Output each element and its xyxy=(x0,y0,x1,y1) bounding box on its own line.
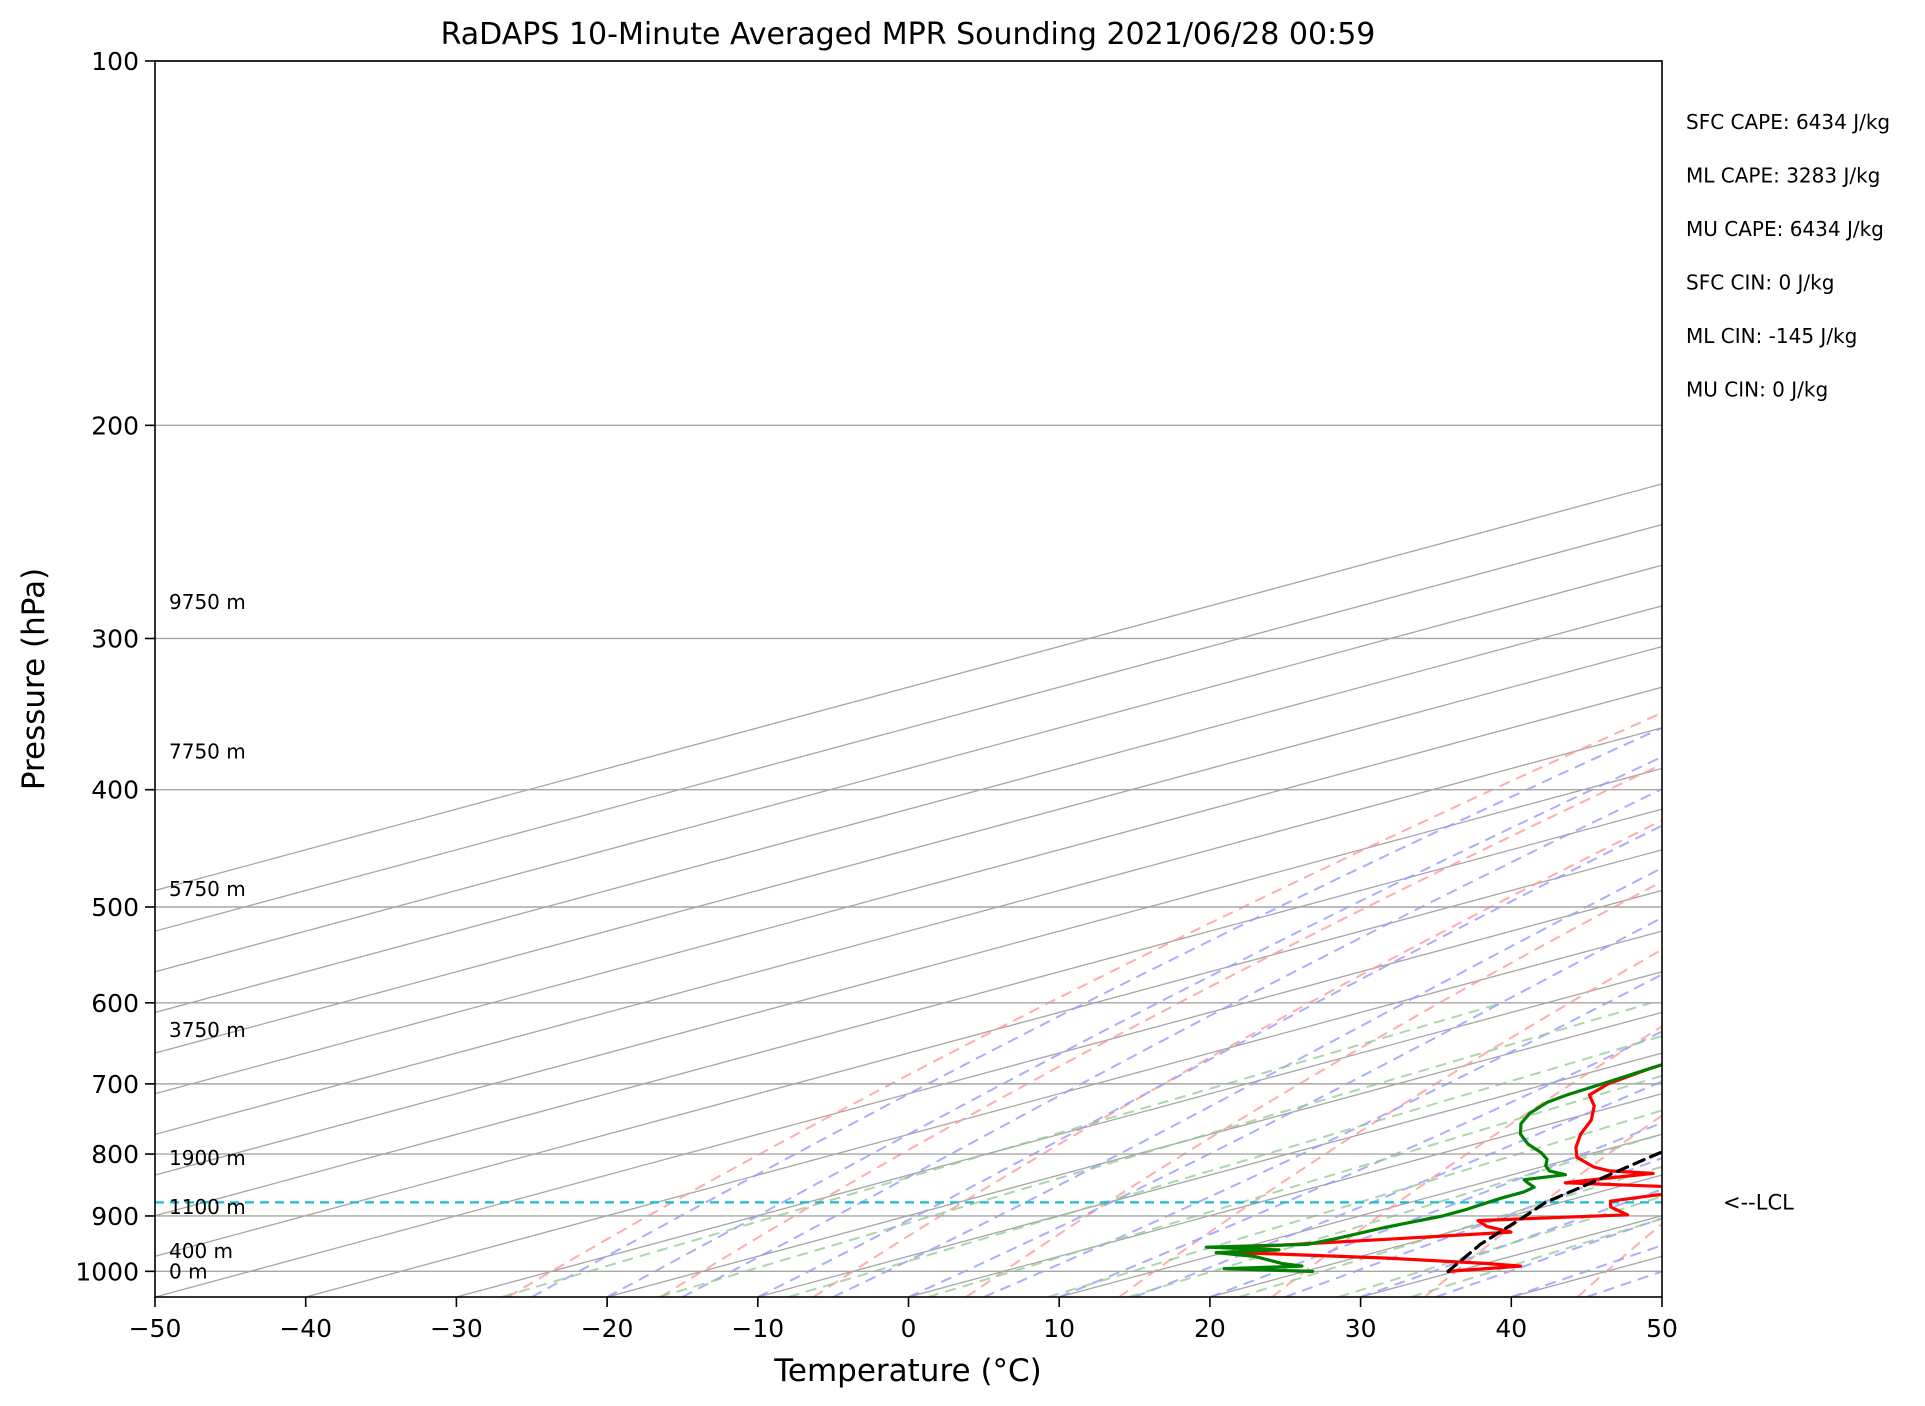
sounding-index: MU CAPE: 6434 J/kg xyxy=(1686,217,1884,241)
mixing-ratio-line xyxy=(1410,1217,1662,1297)
moist-adiabat xyxy=(1058,1030,1662,1297)
moist-adiabat xyxy=(908,916,1662,1297)
height-label: 7750 m xyxy=(169,740,246,764)
sounding-indices: SFC CAPE: 6434 J/kg ML CAPE: 3283 J/kg MU … xyxy=(1686,110,1890,402)
moist-adiabat xyxy=(531,726,1662,1297)
moist-adiabat xyxy=(1360,1188,1662,1297)
moist-adiabat xyxy=(1209,1121,1662,1297)
mixing-ratio-line xyxy=(927,1074,1662,1297)
sounding-index: ML CAPE: 3283 J/kg xyxy=(1686,164,1880,188)
y-tick-label: 300 xyxy=(91,624,139,653)
isotherm xyxy=(155,483,1662,892)
sounding-profiles xyxy=(1204,1063,1662,1273)
dry-adiabat xyxy=(1118,948,1662,1297)
x-tick-label: −30 xyxy=(430,1314,483,1343)
isotherm xyxy=(155,849,1662,1258)
x-tick-label: 10 xyxy=(1043,1314,1075,1343)
isotherm xyxy=(757,1052,1662,1297)
mixing-ratio-line xyxy=(788,1035,1662,1297)
x-tick-label: 50 xyxy=(1646,1314,1678,1343)
height-label: 3750 m xyxy=(169,1018,246,1042)
moist-adiabat xyxy=(757,824,1662,1297)
isotherm xyxy=(456,971,1662,1297)
mixing-ratio-line xyxy=(1047,1109,1662,1297)
y-tick-label: 400 xyxy=(91,776,139,805)
isotherm xyxy=(155,727,1662,1136)
moist-adiabat xyxy=(606,755,1662,1297)
lcl-label: <--LCL xyxy=(1723,1190,1794,1214)
y-tick-label: 800 xyxy=(91,1140,139,1169)
sounding-index: SFC CIN: 0 J/kg xyxy=(1686,271,1834,295)
height-label: 5750 m xyxy=(169,877,246,901)
x-axis-label: Temperature (°C) xyxy=(773,1353,1042,1389)
dewpoint-profile xyxy=(1204,1063,1662,1273)
sounding-index: MU CIN: 0 J/kg xyxy=(1686,378,1828,402)
temperature-profile xyxy=(1237,1063,1662,1273)
isotherm xyxy=(155,523,1662,932)
x-tick-label: −10 xyxy=(731,1314,784,1343)
mixing-ratio-line xyxy=(658,1001,1652,1297)
sounding-index: ML CIN: -145 J/kg xyxy=(1686,324,1857,348)
x-tick-label: 40 xyxy=(1495,1314,1527,1343)
x-tick-label: −40 xyxy=(279,1314,332,1343)
height-label: 1900 m xyxy=(169,1146,246,1170)
x-tick-label: 20 xyxy=(1194,1314,1226,1343)
y-tick-label: 900 xyxy=(91,1202,139,1231)
x-tick-label: −20 xyxy=(581,1314,634,1343)
x-axis-ticks: −50 −40 −30 −20 −10 0 10 20 30 40 50 xyxy=(129,1297,1678,1343)
x-tick-label: 30 xyxy=(1345,1314,1377,1343)
height-label: 400 m xyxy=(169,1239,233,1263)
height-label: 0 m xyxy=(169,1259,208,1283)
isotherm xyxy=(606,1011,1662,1297)
moist-adiabat xyxy=(681,788,1662,1297)
y-tick-label: 1000 xyxy=(75,1257,139,1286)
y-axis-ticks: 100 200 300 400 500 600 700 800 900 1000 xyxy=(75,47,155,1286)
dry-adiabat xyxy=(660,763,1662,1297)
isotherm xyxy=(155,564,1662,973)
background-reference-lines xyxy=(155,483,1662,1297)
y-tick-label: 600 xyxy=(91,989,139,1018)
isotherm xyxy=(155,808,1662,1217)
y-tick-label: 500 xyxy=(91,893,139,922)
x-tick-label: 0 xyxy=(901,1314,917,1343)
moist-adiabat xyxy=(832,866,1662,1297)
isotherm xyxy=(155,767,1662,1176)
dry-adiabat xyxy=(507,711,1662,1297)
height-label: 1100 m xyxy=(169,1195,246,1219)
y-tick-label: 100 xyxy=(91,47,139,76)
sounding-index: SFC CAPE: 6434 J/kg xyxy=(1686,110,1890,134)
chart-title: RaDAPS 10-Minute Averaged MPR Sounding 2… xyxy=(441,17,1376,52)
isotherm xyxy=(155,605,1662,1014)
x-tick-label: −50 xyxy=(129,1314,182,1343)
y-tick-label: 700 xyxy=(91,1070,139,1099)
y-tick-label: 200 xyxy=(91,411,139,440)
isotherm xyxy=(155,686,1662,1095)
y-axis-label: Pressure (hPa) xyxy=(16,568,52,790)
height-labels: 9750 m 7750 m 5750 m 3750 m 1900 m 1100 m 400 … xyxy=(169,590,246,1283)
isotherm xyxy=(155,889,1662,1297)
height-label: 9750 m xyxy=(169,590,246,614)
moist-adiabat xyxy=(983,973,1662,1297)
parcel-profile xyxy=(1446,1150,1662,1273)
isotherm xyxy=(155,645,1662,1054)
